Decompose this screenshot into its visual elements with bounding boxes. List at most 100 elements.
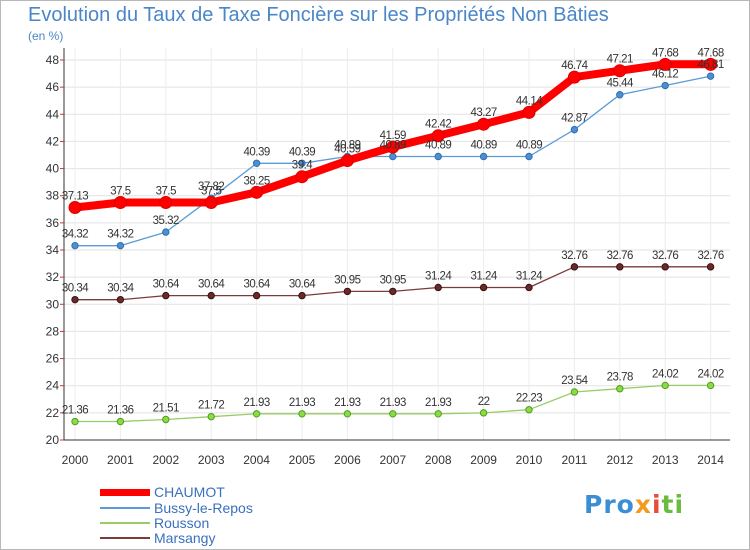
data-label: 37.5 — [201, 186, 221, 198]
data-point — [389, 152, 397, 161]
data-label: 30.95 — [380, 274, 406, 286]
y-tick-label: 30 — [46, 297, 60, 311]
data-point — [706, 72, 715, 80]
series-marsangy — [71, 263, 715, 304]
data-point — [661, 81, 669, 90]
x-tick-label: 2011 — [561, 453, 587, 467]
data-label: 21.93 — [334, 397, 360, 409]
x-tick-label: 2006 — [334, 453, 361, 467]
data-point — [704, 57, 718, 71]
data-point — [434, 410, 442, 418]
data-point — [616, 385, 624, 393]
x-tick-label: 2012 — [606, 453, 633, 467]
data-label: 46.81 — [697, 59, 723, 71]
data-point — [116, 241, 125, 250]
y-tick-label: 24 — [46, 379, 60, 393]
data-point — [113, 196, 127, 209]
y-axis-unit-label: (en %) — [28, 29, 64, 43]
data-label: 21.93 — [289, 397, 315, 409]
data-label: 21.72 — [198, 400, 224, 412]
data-label: 47.68 — [697, 47, 723, 59]
data-point — [298, 159, 306, 167]
data-point — [479, 409, 488, 417]
data-label: 37.13 — [62, 191, 88, 203]
data-label: 21.36 — [62, 405, 88, 417]
data-point — [204, 196, 218, 209]
data-label: 31.24 — [425, 270, 452, 282]
data-label: 30.34 — [107, 283, 134, 295]
data-point — [570, 388, 579, 396]
data-point — [525, 406, 533, 414]
y-tick-label: 46 — [46, 80, 60, 94]
data-point — [570, 125, 579, 134]
y-tick-label: 32 — [46, 270, 60, 284]
data-label: 39.4 — [292, 160, 313, 172]
data-point — [567, 70, 581, 84]
data-label: 40.39 — [243, 146, 269, 158]
data-point — [116, 295, 125, 304]
logo-part-2: x — [634, 490, 652, 519]
x-tick-label: 2010 — [516, 453, 543, 467]
data-label: 38.25 — [243, 175, 269, 187]
y-tick-label: 36 — [46, 216, 60, 230]
data-label: 31.24 — [516, 270, 543, 282]
data-label: 31.24 — [470, 270, 497, 282]
data-label: 21.93 — [380, 397, 406, 409]
data-label: 23.78 — [607, 372, 633, 384]
data-point — [71, 417, 79, 426]
data-point — [343, 410, 352, 418]
data-point — [525, 283, 533, 292]
data-label: 42.87 — [561, 113, 587, 125]
data-point — [658, 57, 672, 71]
data-point — [68, 201, 82, 215]
data-label: 47.68 — [652, 47, 678, 59]
data-point — [252, 410, 261, 418]
legend-label-rousson: Rousson — [154, 515, 210, 531]
data-label: 22 — [478, 396, 490, 408]
data-label: 34.32 — [62, 229, 88, 241]
data-label: 32.76 — [607, 250, 633, 262]
x-tick-label: 2001 — [107, 453, 134, 467]
data-point — [616, 263, 624, 271]
data-label: 45.44 — [607, 78, 634, 90]
x-tick-label: 2004 — [243, 453, 270, 467]
data-label: 21.36 — [107, 405, 133, 417]
data-label: 32.76 — [652, 250, 678, 262]
series-chaumot — [68, 57, 718, 215]
data-point — [479, 283, 488, 292]
data-point — [162, 291, 170, 300]
legend-label-chaumot: CHAUMOT — [154, 484, 225, 500]
data-point — [477, 117, 491, 131]
data-point — [252, 159, 261, 167]
data-label: 37.82 — [198, 181, 224, 193]
data-point — [431, 129, 445, 143]
data-point — [207, 291, 215, 300]
data-label: 30.64 — [289, 279, 316, 291]
y-tick-label: 22 — [46, 406, 60, 420]
data-label: 40.89 — [470, 139, 496, 151]
x-tick-label: 2005 — [289, 453, 316, 467]
x-tick-label: 2002 — [152, 453, 179, 467]
logo-part-3: i — [651, 490, 662, 519]
y-tick-label: 26 — [46, 352, 60, 366]
y-tick-label: 38 — [46, 189, 60, 203]
y-tick-label: 28 — [46, 324, 60, 338]
x-tick-label: 2003 — [198, 453, 225, 467]
proxiti-logo: Proxiti — [584, 490, 684, 519]
data-label: 40.89 — [380, 139, 406, 151]
data-point — [71, 241, 79, 250]
data-label: 30.64 — [243, 279, 270, 291]
data-point — [434, 152, 442, 161]
data-point — [298, 291, 306, 300]
data-label: 46.12 — [652, 69, 678, 81]
data-point — [386, 140, 400, 154]
x-tick-label: 2014 — [697, 453, 724, 467]
y-tick-label: 48 — [46, 53, 60, 67]
data-label: 40.89 — [334, 139, 360, 151]
data-label: 43.27 — [470, 107, 496, 119]
series-rousson — [71, 381, 715, 426]
data-label: 23.54 — [561, 375, 588, 387]
data-label: 35.32 — [153, 215, 179, 227]
